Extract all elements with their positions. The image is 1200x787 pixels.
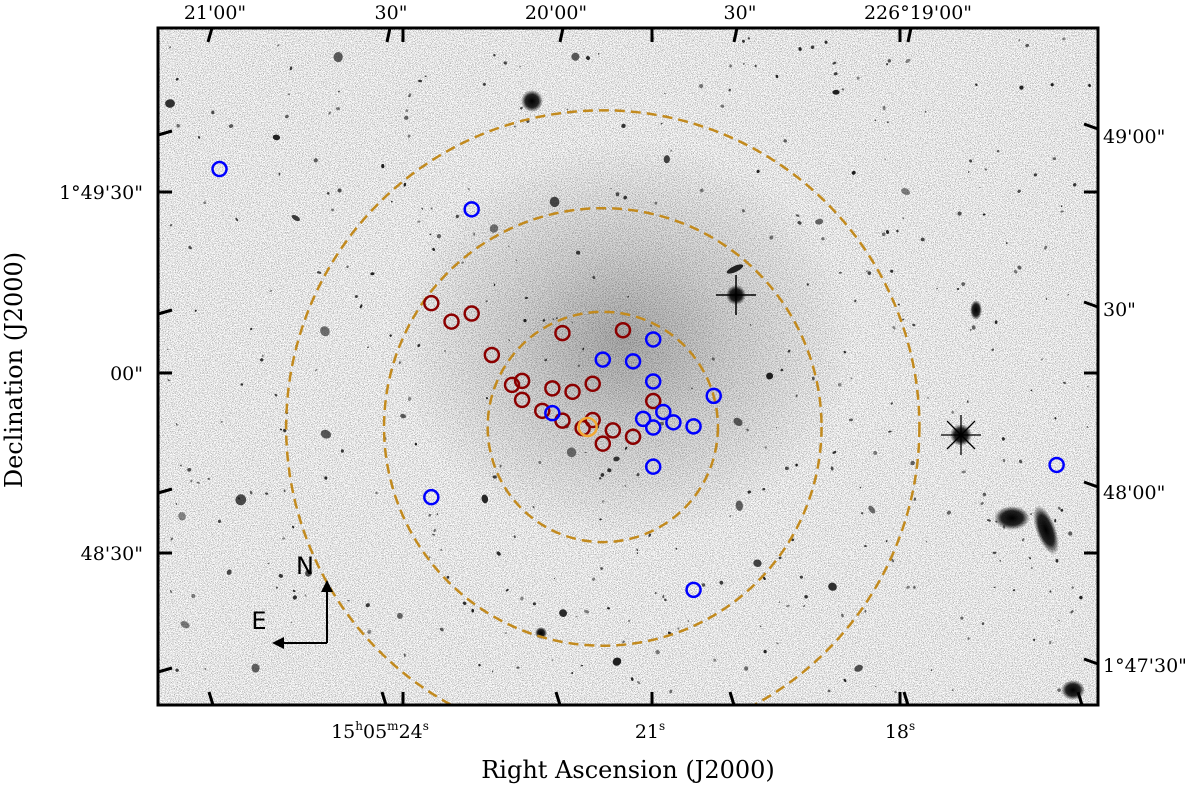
- marker-series0-point-7: [534, 402, 551, 420]
- top-tick-label-0: 21'00": [184, 2, 246, 24]
- marker-series0-point-16: [604, 422, 622, 439]
- top-tick-labels: 21'00" 30" 20'00" 30" 226°19'00": [184, 2, 972, 24]
- top-tick-label-3: 30": [724, 2, 757, 24]
- frame-ticks: [157, 27, 1099, 706]
- marker-series1-point-11: [665, 414, 682, 431]
- marker-series1-point-10: [634, 410, 652, 428]
- marker-series0-point-15: [584, 411, 601, 429]
- data-markers: [211, 160, 1065, 599]
- bright-objects: [521, 90, 1085, 700]
- marker-series0-point-17: [614, 321, 632, 339]
- marker-series1-point-7: [644, 373, 662, 390]
- marker-series0-point-13: [584, 375, 601, 393]
- top-tick-label-2: 20'00": [525, 2, 587, 24]
- marker-series1-point-9: [644, 419, 662, 436]
- marker-series1-point-0: [211, 160, 228, 178]
- left-tick-label-1: 00": [110, 363, 143, 385]
- marker-series0-point-5: [513, 372, 531, 390]
- left-tick-label-0: 1°49'30": [59, 182, 143, 204]
- marker-series0-point-2: [463, 305, 480, 322]
- y-axis-title: Declination (J2000): [0, 252, 28, 488]
- radius-circle-0: [486, 310, 720, 544]
- cluster-diffuse-light: [395, 140, 855, 540]
- right-tick-labels: 49'00" 30" 48'00" 1°47'30": [1103, 126, 1187, 677]
- marker-series0-point-8: [544, 380, 561, 397]
- east-arrowhead: [272, 637, 284, 649]
- right-tick-label-0: 49'00": [1103, 126, 1165, 148]
- marker-series1-point-2: [423, 488, 440, 506]
- marker-series1-point-3: [544, 404, 561, 422]
- bottom-tick-labels: 15h05m24s 21s 18s: [331, 719, 915, 743]
- radius-circle-1: [382, 206, 823, 647]
- marker-series0-point-4: [503, 376, 521, 394]
- marker-series1-point-16: [1048, 456, 1065, 474]
- marker-series0-point-11: [564, 383, 581, 401]
- marker-series0-point-0: [423, 294, 440, 312]
- right-tick-label-2: 48'00": [1103, 482, 1165, 504]
- top-tick-label-4: 226°19'00": [864, 2, 972, 24]
- x-axis-title: Right Ascension (J2000): [481, 756, 775, 784]
- marker-series1-point-12: [685, 418, 702, 435]
- left-tick-labels: 1°49'30" 00" 48'30": [59, 182, 143, 565]
- marker-series2-point-0: [577, 416, 598, 438]
- marker-series0-point-1: [443, 313, 460, 330]
- sky-image: N E: [158, 28, 1098, 705]
- marker-series1-point-13: [705, 387, 722, 405]
- right-tick-label-1: 30": [1103, 299, 1136, 321]
- marker-series1-point-8: [655, 403, 672, 421]
- background-sources: [165, 37, 1091, 694]
- north-arrowhead: [321, 580, 333, 592]
- marker-series0-point-19: [624, 428, 642, 445]
- radius-circles: [285, 109, 921, 705]
- right-tick-label-3: 1°47'30": [1103, 655, 1187, 677]
- compass: N E: [251, 552, 333, 649]
- marker-series0-point-14: [594, 435, 612, 452]
- left-tick-label-2: 48'30": [81, 543, 143, 565]
- marker-series0-point-3: [483, 346, 501, 364]
- plot-frame: [156, 26, 1100, 707]
- marker-series1-point-15: [685, 581, 702, 599]
- radius-circle-2: [285, 109, 921, 705]
- marker-series0-point-10: [554, 324, 571, 342]
- marker-series0-point-6: [513, 391, 531, 409]
- ra-tick-label-21s: 21s: [635, 719, 665, 743]
- marker-series1-point-5: [624, 353, 642, 370]
- marker-series1-point-6: [644, 331, 662, 348]
- compass-east-label: E: [251, 607, 266, 635]
- compass-north-label: N: [296, 552, 314, 580]
- marker-series1-point-14: [644, 458, 662, 475]
- ra-tick-label-24s: 15h05m24s: [331, 719, 429, 743]
- ra-tick-label-18s: 18s: [885, 719, 915, 743]
- marker-series0-point-18: [644, 392, 662, 410]
- marker-series1-point-1: [463, 201, 480, 218]
- marker-series1-point-4: [594, 351, 612, 368]
- top-tick-label-1: 30": [375, 2, 408, 24]
